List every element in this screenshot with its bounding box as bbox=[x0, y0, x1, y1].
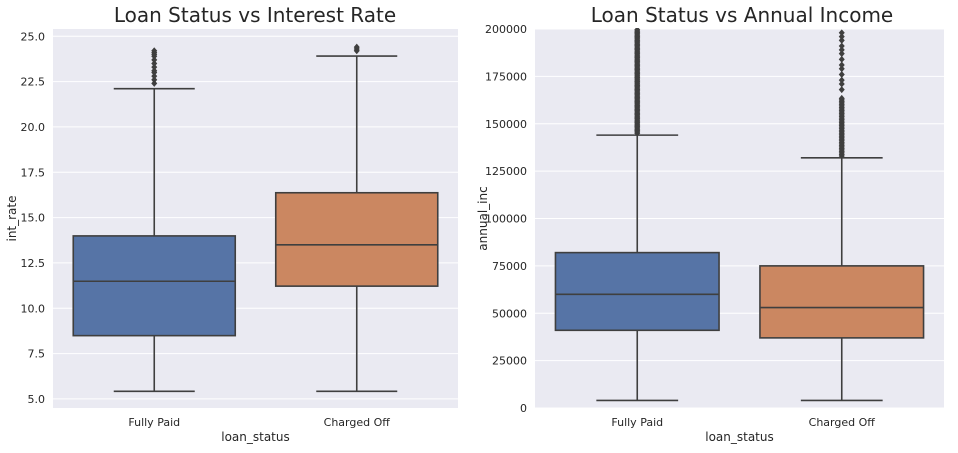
x-tick-label: Fully Paid bbox=[128, 416, 180, 429]
box-fully-paid bbox=[72, 47, 237, 393]
y-tick-label: 200000 bbox=[485, 23, 527, 36]
box-iqr bbox=[759, 265, 925, 339]
box-iqr bbox=[72, 235, 237, 337]
y-tick-label: 25.0 bbox=[21, 30, 46, 43]
y-tick-label: 10.0 bbox=[21, 302, 46, 315]
outlier-point bbox=[151, 59, 158, 67]
y-tick-label: 0 bbox=[520, 402, 527, 415]
y-axis-label: annual_inc bbox=[476, 186, 490, 250]
outlier-point bbox=[634, 28, 641, 34]
outlier-point bbox=[151, 72, 158, 80]
outlier-point bbox=[151, 47, 158, 55]
outlier-point bbox=[838, 55, 845, 63]
y-axis-label: int_rate bbox=[5, 195, 19, 241]
y-tick-label: 17.5 bbox=[21, 166, 46, 179]
y-tick-label: 15.0 bbox=[21, 212, 46, 225]
outlier-point bbox=[838, 46, 845, 54]
outlier-point bbox=[838, 33, 845, 41]
outlier-point bbox=[151, 76, 158, 84]
y-tick-label: 12.5 bbox=[21, 257, 46, 270]
box-charged-off bbox=[274, 43, 439, 393]
outlier-point bbox=[838, 94, 845, 102]
box-charged-off bbox=[759, 29, 925, 402]
y-tick-label: 25000 bbox=[492, 355, 527, 368]
outlier-point bbox=[838, 86, 845, 94]
box-fully-paid bbox=[554, 28, 720, 402]
outlier-point bbox=[838, 76, 845, 84]
y-tick-label: 5.0 bbox=[28, 393, 46, 406]
outlier-point bbox=[151, 79, 158, 87]
y-tick-label: 7.5 bbox=[28, 348, 46, 361]
x-tick-label: Charged Off bbox=[324, 416, 391, 429]
chart-panel-2: 0 25000 50000 75000 100000 125000 150000 175000… bbox=[476, 3, 944, 444]
outlier-point bbox=[838, 65, 845, 73]
y-tick-label: 125000 bbox=[485, 165, 527, 178]
y-tick-label: 150000 bbox=[485, 118, 527, 131]
outlier-point bbox=[151, 63, 158, 71]
outlier-point bbox=[151, 56, 158, 64]
y-tick-label: 175000 bbox=[485, 70, 527, 83]
outlier-point bbox=[838, 80, 845, 88]
y-tick-label: 100000 bbox=[485, 213, 527, 226]
outlier-point bbox=[838, 61, 845, 69]
outlier-point bbox=[838, 29, 845, 37]
x-tick-label: Fully Paid bbox=[611, 416, 663, 429]
outlier-point bbox=[151, 67, 158, 75]
x-axis-label: loan_status bbox=[705, 430, 774, 444]
chart-title: Loan Status vs Interest Rate bbox=[114, 3, 396, 27]
outlier-point bbox=[353, 43, 360, 51]
y-tick-label: 75000 bbox=[492, 260, 527, 273]
y-tick-label: 50000 bbox=[492, 307, 527, 320]
outlier-point bbox=[838, 36, 845, 44]
outlier-point bbox=[838, 71, 845, 78]
y-tick-label: 22.5 bbox=[21, 76, 46, 89]
y-tick-label: 20.0 bbox=[21, 121, 46, 134]
box-iqr bbox=[274, 191, 439, 287]
outlier-point bbox=[838, 42, 845, 50]
x-tick-label: Charged Off bbox=[809, 416, 876, 429]
chart-panel-1: 5.0 7.5 10.0 12.5 15.0 17.5 20.0 22.5 25.0 Fully … bbox=[5, 3, 458, 444]
box-iqr bbox=[554, 251, 720, 332]
x-axis-label: loan_status bbox=[221, 430, 290, 444]
chart-title: Loan Status vs Annual Income bbox=[591, 3, 894, 27]
outlier-point bbox=[838, 50, 845, 58]
